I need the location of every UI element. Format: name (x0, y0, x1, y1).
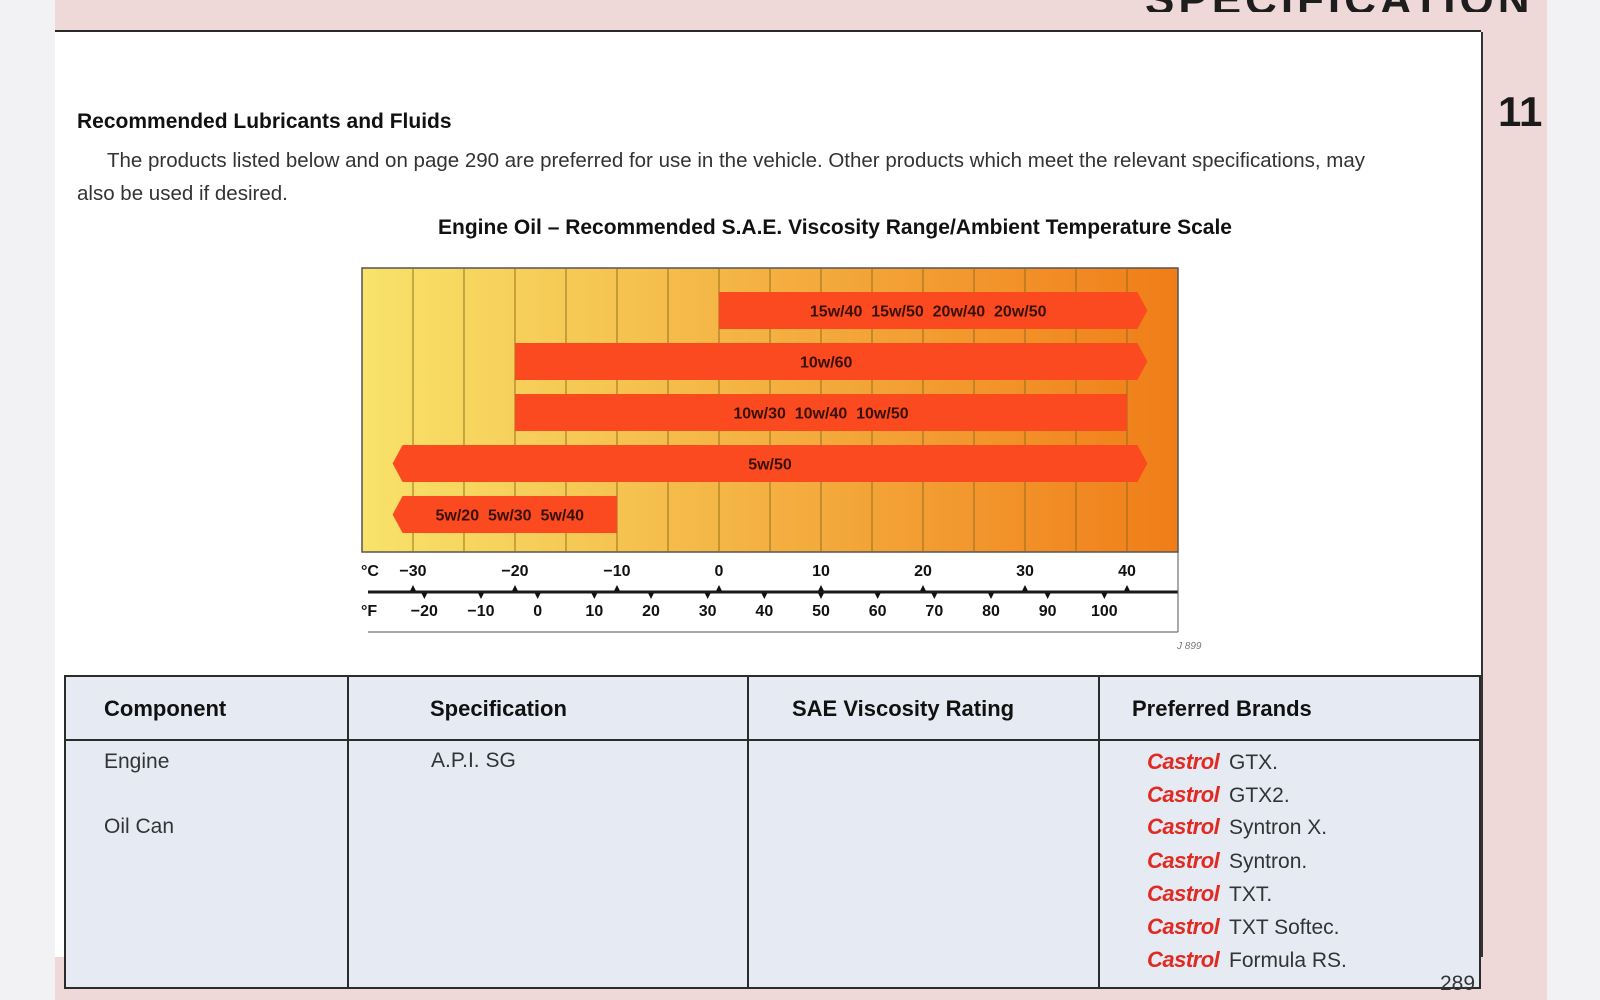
column-divider (1098, 677, 1100, 987)
castrol-logo: Castrol (1147, 749, 1220, 774)
fahrenheit-tick-mark (1101, 593, 1108, 599)
component-oil-can: Oil Can (104, 815, 175, 838)
brand-row: Castrol Syntron X. (1147, 814, 1327, 844)
brand-product: TXT Softec. (1229, 916, 1340, 939)
celsius-tick-mark (614, 585, 620, 591)
brand-product: Syntron. (1229, 850, 1308, 873)
fahrenheit-tick-label: 20 (642, 603, 660, 620)
brand-row: Castrol GTX. (1147, 749, 1278, 779)
fahrenheit-tick-mark (818, 593, 824, 599)
brand-product: Formula RS. (1229, 949, 1347, 972)
castrol-logo: Castrol (1147, 848, 1220, 873)
celsius-tick-label: 30 (1016, 563, 1034, 580)
component-engine: Engine (104, 750, 170, 773)
fahrenheit-tick-mark (988, 593, 994, 599)
castrol-logo: Castrol (1147, 782, 1220, 807)
column-divider (347, 677, 349, 987)
column-divider (747, 677, 749, 987)
specification-value: A.P.I. SG (431, 749, 516, 772)
header-sae-viscosity: SAE Viscosity Rating (748, 677, 1099, 741)
viscosity-band (392, 496, 617, 533)
viscosity-band (515, 343, 1148, 380)
castrol-logo: Castrol (1147, 947, 1220, 972)
fahrenheit-tick-mark (704, 593, 711, 599)
fahrenheit-tick-label: 0 (533, 603, 542, 620)
viscosity-band (515, 394, 1127, 431)
header-preferred-brands: Preferred Brands (1099, 677, 1479, 741)
fahrenheit-tick-mark (591, 593, 598, 599)
viscosity-chart: 15w/40 15w/50 20w/40 20w/50 10w/60 10w/30 … (361, 267, 1179, 633)
brand-row: Castrol Formula RS. (1147, 947, 1347, 977)
section-title: Recommended Lubricants and Fluids (77, 110, 452, 133)
band-label: 10w/60 (800, 355, 853, 372)
brand-row: Castrol GTX2. (1147, 782, 1290, 812)
fahrenheit-tick-label: 10 (585, 603, 603, 620)
celsius-tick-mark (1124, 585, 1130, 591)
celsius-tick-label: 40 (1118, 563, 1136, 580)
fahrenheit-tick-mark (534, 593, 541, 599)
intro-paragraph: The products listed below and on page 29… (77, 149, 1366, 205)
celsius-tick-label: −20 (501, 563, 528, 580)
header-component: Component (66, 677, 348, 741)
chart-title: Engine Oil – Recommended S.A.E. Viscosit… (438, 216, 1232, 239)
celsius-tick-mark (1022, 585, 1028, 591)
brand-row: Castrol TXT. (1147, 881, 1272, 911)
fahrenheit-tick-mark (931, 593, 938, 599)
fahrenheit-tick-label: −20 (411, 603, 438, 620)
celsius-tick-label: −30 (399, 563, 426, 580)
lubricants-table: Component Specification SAE Viscosity Ra… (64, 675, 1481, 989)
fahrenheit-tick-mark (648, 593, 654, 599)
band-label: 15w/40 15w/50 20w/40 20w/50 (810, 304, 1047, 321)
figure-ref-code: J 899 (1177, 641, 1202, 652)
fahrenheit-tick-mark (761, 593, 768, 599)
band-label: 10w/30 10w/40 10w/50 (733, 406, 908, 423)
band-label: 5w/50 (748, 457, 792, 474)
fahrenheit-tick-label: 40 (755, 603, 773, 620)
fahrenheit-tick-label: 30 (699, 603, 717, 620)
viscosity-band (719, 292, 1148, 329)
fahrenheit-tick-label: 100 (1091, 603, 1118, 620)
celsius-tick-label: 0 (715, 563, 724, 580)
brand-product: Syntron X. (1229, 816, 1328, 839)
fahrenheit-tick-label: 90 (1039, 603, 1057, 620)
celsius-tick-mark (410, 585, 416, 591)
castrol-logo: Castrol (1147, 881, 1220, 906)
fahrenheit-unit-label: °F (361, 603, 377, 620)
manual-page: SPECIFICATION Recommended Lubricants and… (55, 0, 1547, 1000)
chapter-header-title: SPECIFICATION (1145, 0, 1534, 12)
celsius-tick-label: 20 (914, 563, 932, 580)
celsius-unit-label: °C (361, 563, 379, 580)
celsius-tick-label: 10 (812, 563, 830, 580)
fahrenheit-tick-label: 70 (925, 603, 943, 620)
castrol-logo: Castrol (1147, 814, 1220, 839)
viscosity-band (392, 445, 1148, 482)
content-panel: Recommended Lubricants and Fluids The pr… (55, 32, 1483, 989)
header-specification: Specification (348, 677, 748, 741)
brand-row: Castrol TXT Softec. (1147, 914, 1340, 944)
celsius-tick-mark (716, 585, 722, 591)
fahrenheit-tick-label: 50 (812, 603, 830, 620)
celsius-tick-mark (512, 585, 518, 591)
fahrenheit-tick-mark (421, 593, 428, 599)
fahrenheit-tick-mark (1044, 593, 1051, 599)
fahrenheit-tick-label: −10 (467, 603, 494, 620)
band-label: 5w/20 5w/30 5w/40 (436, 508, 585, 525)
fahrenheit-tick-mark (478, 593, 484, 599)
celsius-tick-label: −10 (603, 563, 630, 580)
celsius-tick-mark (818, 585, 824, 591)
fahrenheit-tick-label: 80 (982, 603, 1000, 620)
brand-product: GTX2. (1229, 784, 1290, 807)
chapter-number: 11 (1498, 88, 1543, 135)
brand-product: TXT. (1229, 883, 1273, 906)
castrol-logo: Castrol (1147, 914, 1220, 939)
brand-row: Castrol Syntron. (1147, 848, 1307, 878)
brand-product: GTX. (1229, 751, 1279, 774)
fahrenheit-tick-mark (874, 593, 881, 599)
celsius-tick-mark (920, 585, 926, 591)
fahrenheit-tick-label: 60 (869, 603, 887, 620)
page-number: 289 (1440, 972, 1476, 995)
header-rule (55, 30, 1481, 33)
